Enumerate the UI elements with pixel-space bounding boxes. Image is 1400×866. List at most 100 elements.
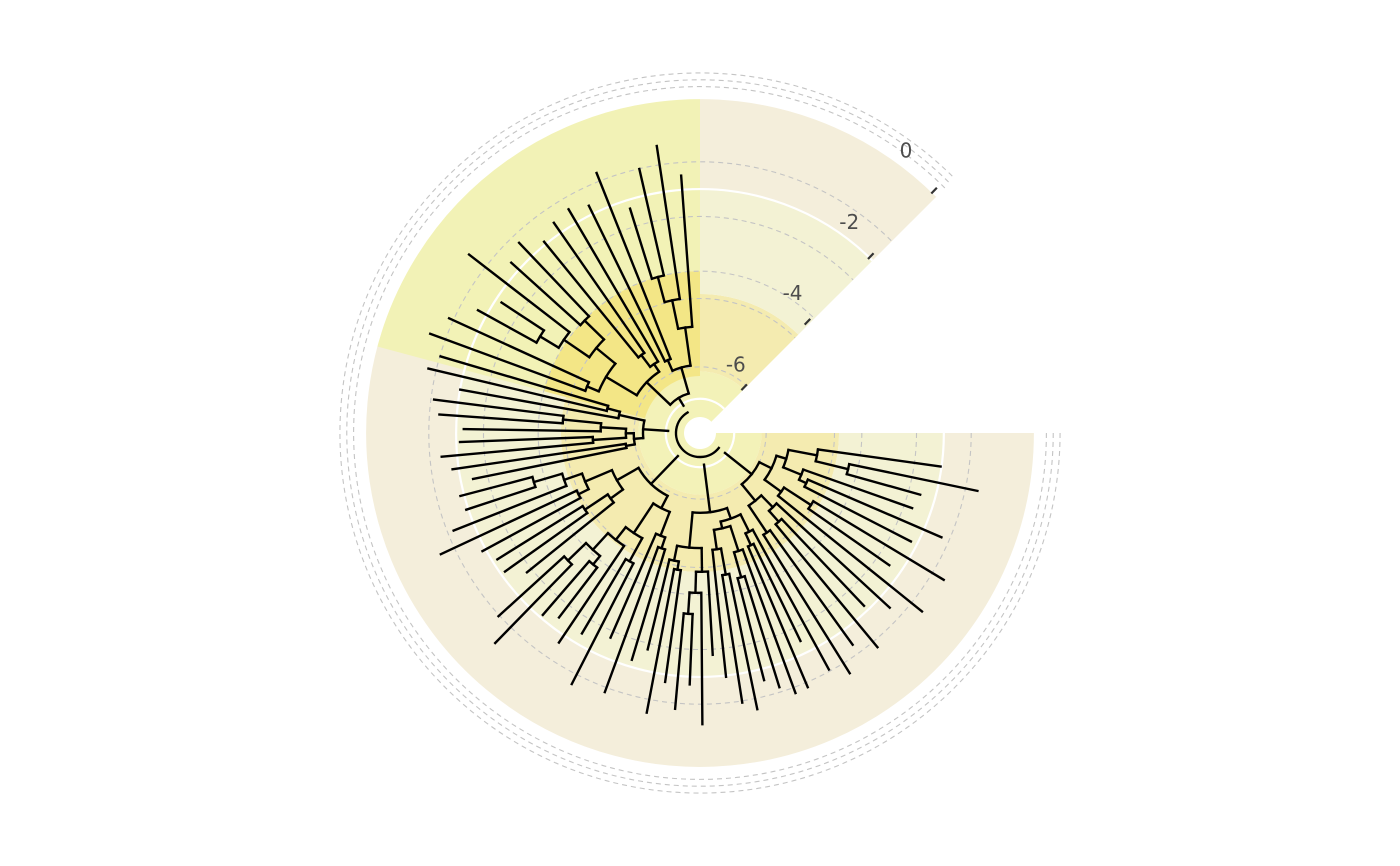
internal-branch <box>738 512 751 534</box>
internal-branch <box>594 346 618 366</box>
internal-branch <box>694 570 698 595</box>
tip-branch <box>751 542 803 643</box>
node-connector <box>632 432 637 446</box>
tip-branch <box>440 441 595 459</box>
tip-branch <box>587 204 667 364</box>
clade-highlight <box>543 271 700 419</box>
tip-branch <box>509 260 583 327</box>
internal-branch <box>687 511 694 549</box>
node-connector <box>641 419 646 440</box>
tip-branch <box>566 207 660 364</box>
internal-branch <box>712 528 719 551</box>
axis-tick <box>867 252 875 260</box>
internal-branch <box>604 375 639 397</box>
tip-branch <box>608 532 658 640</box>
internal-branch <box>670 298 680 331</box>
internal-branch <box>787 448 819 457</box>
tip-branch <box>736 576 766 682</box>
internal-branch <box>672 544 679 562</box>
internal-branch <box>591 436 628 442</box>
timescale-axis: 0 -2 -4 -6 <box>726 138 938 391</box>
tip-branch <box>428 332 587 393</box>
axis-tick-label: -6 <box>726 352 746 376</box>
node-connector <box>711 547 723 552</box>
internal-branch <box>762 478 783 494</box>
tip-branch <box>768 528 855 647</box>
timescale-ring <box>664 397 736 469</box>
axis-tick-label: 0 <box>900 138 913 162</box>
tip-branch <box>811 499 946 582</box>
internal-branch <box>615 466 641 482</box>
internal-branch <box>732 550 743 579</box>
internal-branch <box>585 384 601 393</box>
tip-branch <box>541 559 591 617</box>
tip-branch <box>761 533 852 675</box>
internal-branch <box>725 506 733 521</box>
tip-branch <box>542 240 641 360</box>
timescale-ring <box>363 96 1037 770</box>
internal-branch <box>538 334 561 350</box>
internal-branch <box>767 509 781 524</box>
internal-branch <box>605 406 622 414</box>
tip-branch <box>700 591 704 726</box>
timescale-rings <box>339 72 1061 794</box>
node-connector <box>636 466 670 498</box>
tip-branch <box>741 547 798 695</box>
tip-branch <box>637 167 666 277</box>
tip-branch <box>706 570 714 657</box>
tree-branches <box>426 144 979 726</box>
internal-branch <box>658 510 672 538</box>
tip-branch <box>458 435 595 444</box>
tip-branch <box>801 468 914 510</box>
tip-branch <box>645 567 676 715</box>
tip-branch <box>806 478 944 539</box>
tip-branch <box>673 612 686 711</box>
tip-branch <box>432 398 565 418</box>
tip-branch <box>471 446 628 481</box>
tip-branch <box>467 252 572 334</box>
tip-branch <box>663 568 683 684</box>
clade-highlight-outer <box>376 98 700 392</box>
internal-branch <box>757 460 774 470</box>
internal-branch <box>576 487 591 496</box>
internal-branch <box>759 493 775 509</box>
tip-branch <box>746 544 810 689</box>
internal-branch <box>632 436 645 441</box>
tip-branch <box>525 500 616 574</box>
tip-branch <box>476 308 539 345</box>
internal-branch <box>561 418 603 425</box>
internal-branch <box>723 451 754 476</box>
internal-branch <box>702 463 712 514</box>
tip-branch <box>517 241 591 318</box>
timescale-ring-dashed <box>564 297 836 569</box>
internal-branch <box>599 426 628 431</box>
tip-branch <box>496 554 566 618</box>
tip-branch <box>503 511 589 574</box>
tip-branch <box>816 448 942 468</box>
internal-branch <box>649 454 680 486</box>
tip-branch <box>552 221 646 355</box>
internal-branch <box>814 459 850 471</box>
internal-branch <box>683 326 692 367</box>
tip-branch <box>802 485 913 544</box>
axis-tick-label: -4 <box>783 281 803 305</box>
axis-tick <box>930 186 938 195</box>
internal-branch <box>583 492 610 512</box>
tip-branch <box>580 557 628 636</box>
axis-tick <box>740 383 748 391</box>
internal-branch <box>747 504 769 535</box>
internal-branch <box>608 487 625 501</box>
internal-branch <box>679 366 691 396</box>
tip-branch <box>499 300 546 333</box>
tip-branch <box>845 472 922 497</box>
internal-branch <box>797 478 808 485</box>
tip-branch <box>570 561 636 686</box>
tip-branch <box>595 171 673 361</box>
internal-branch <box>624 443 637 448</box>
timescale-ring-dashed <box>537 270 863 596</box>
internal-branch <box>617 413 646 423</box>
internal-branch <box>659 494 670 510</box>
internal-branch <box>774 454 788 461</box>
tip-branch <box>776 494 924 614</box>
internal-branch <box>743 531 753 547</box>
